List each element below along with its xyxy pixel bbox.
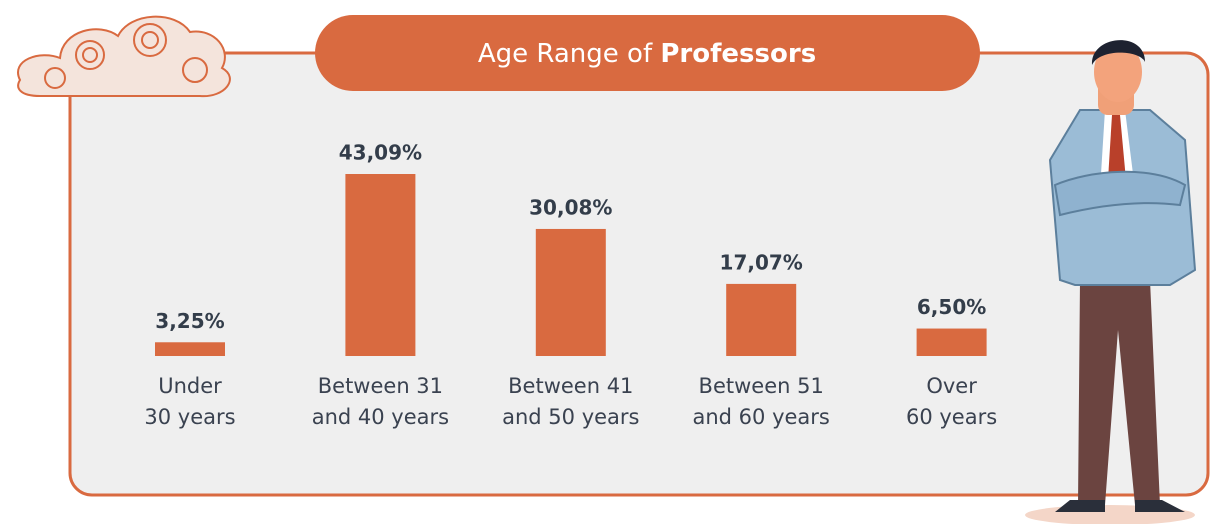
value-label: 17,07% xyxy=(720,250,803,274)
category-label: Under xyxy=(158,374,222,398)
cloud-decoration xyxy=(17,15,231,98)
value-label: 43,09% xyxy=(339,141,422,165)
category-label: Between 31 xyxy=(318,374,443,398)
value-label: 3,25% xyxy=(155,309,224,333)
bar xyxy=(916,328,987,356)
value-label: 6,50% xyxy=(917,295,986,319)
category-label: and 40 years xyxy=(312,405,449,429)
title-pill xyxy=(315,15,980,91)
category-label: Between 41 xyxy=(508,374,633,398)
category-label: and 50 years xyxy=(502,405,639,429)
bar xyxy=(726,283,797,356)
title-emphasis: Professors xyxy=(660,39,816,69)
category-label: 60 years xyxy=(906,405,997,429)
professor-illustration xyxy=(1025,40,1197,524)
value-label: 30,08% xyxy=(529,195,612,219)
category-label: Between 51 xyxy=(699,374,824,398)
category-label: and 60 years xyxy=(693,405,830,429)
category-label: 30 years xyxy=(144,405,235,429)
bar xyxy=(535,228,606,356)
title-text: Age Range of xyxy=(478,39,653,69)
category-label: Over xyxy=(926,374,977,398)
bar xyxy=(345,174,416,356)
bar xyxy=(155,342,225,356)
chart-title: Age Range of Professors xyxy=(478,39,816,69)
